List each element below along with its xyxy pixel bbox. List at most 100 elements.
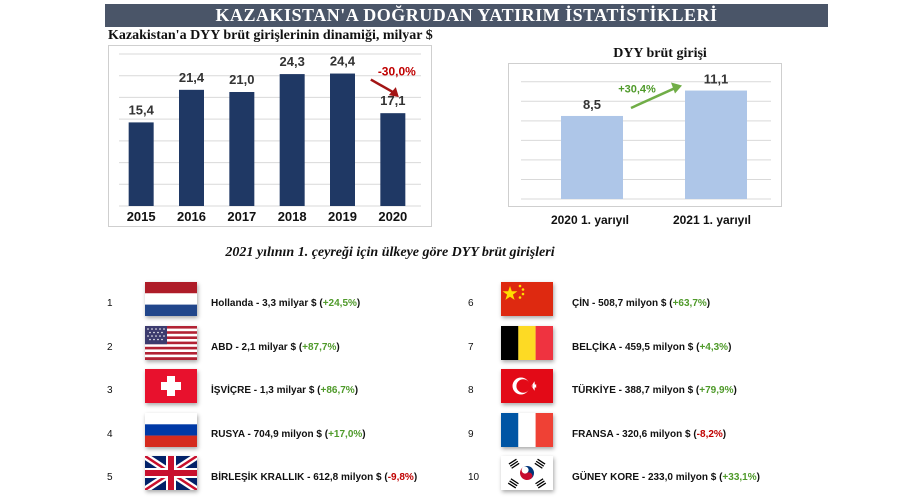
- country-rank: 9: [468, 428, 474, 440]
- right-chart-panel: 8,5 11,1 +30,4%: [508, 63, 782, 207]
- data-label: 17,1: [380, 93, 405, 108]
- right-chart-x-axis: 2020 1. yarıyıl 2021 1. yarıyıl: [551, 213, 751, 227]
- country-rank: 2: [107, 341, 113, 353]
- x-tick-label: 2020 1. yarıyıl: [551, 213, 629, 227]
- bar: [561, 115, 623, 199]
- usa-flag-icon: [145, 325, 197, 360]
- close-paren: ): [728, 341, 732, 353]
- country-row: 4 RUSYA - 704,9 milyon $ (+17,0%): [107, 412, 467, 457]
- country-label: BELÇİKA - 459,5 milyon $ (+4,3%): [572, 342, 731, 353]
- change-percent: +63,7%: [672, 298, 707, 309]
- close-paren: ): [354, 385, 359, 396]
- belgium-flag-icon: [501, 325, 553, 360]
- china-flag-icon: [501, 282, 553, 316]
- x-tick-label: 2015: [127, 209, 156, 224]
- left-bar-chart: 15,4 21,4 21,0 24,3 24,4 17,1 -30,0% 2015 2016 20…: [119, 53, 421, 224]
- country-rank: 6: [468, 298, 474, 309]
- data-label: 24,4: [330, 54, 356, 69]
- data-label: 15,4: [129, 102, 155, 117]
- change-percent: +33,1%: [722, 472, 757, 483]
- data-label: 21,0: [229, 72, 254, 87]
- x-tick-label: 2017: [227, 209, 256, 224]
- country-rank: 5: [107, 472, 113, 483]
- close-paren: ): [706, 298, 711, 309]
- country-name-value: Hollanda - 3,3 milyar $ (: [211, 298, 323, 309]
- countries-section-title: 2021 yılının 1. çeyreği için ülkeye göre…: [225, 245, 555, 260]
- russia-flag-icon: [145, 412, 197, 447]
- data-label: 8,5: [583, 97, 601, 112]
- country-label: ABD - 2,1 milyar $ (+87,7%): [211, 342, 340, 353]
- close-paren: ): [356, 298, 361, 309]
- country-name-value: FRANSA - 320,6 milyon $ (: [572, 428, 697, 440]
- change-percent: +4,3%: [699, 341, 729, 353]
- growth-arrow-head: [671, 82, 682, 94]
- country-rank: 4: [107, 428, 113, 440]
- country-label: İŞVİÇRE - 1,3 milyar $ (+86,7%): [211, 385, 358, 396]
- decline-arrow-head: [388, 87, 399, 98]
- country-name-value: İŞVİÇRE - 1,3 milyar $ (: [211, 385, 321, 396]
- uk-flag-icon: [145, 456, 197, 490]
- country-label: TÜRKİYE - 388,7 milyon $ (+79,9%): [572, 385, 737, 396]
- bar: [279, 74, 305, 206]
- country-row: 5 BİRLEŞİK KRALLIK - 612,8 milyon $ (-9,8…: [107, 456, 467, 500]
- growth-arrow: [630, 87, 675, 110]
- country-name-value: BİRLEŞİK KRALLIK - 612,8 milyon $ (: [211, 472, 388, 483]
- country-label: BİRLEŞİK KRALLIK - 612,8 milyon $ (-9,8%…: [211, 472, 417, 483]
- close-paren: ): [336, 341, 340, 353]
- change-annotation: -30,0%: [378, 65, 416, 79]
- country-row: 2 ABD - 2,1 milyar $ (+87,7%): [107, 325, 467, 370]
- country-label: GÜNEY KORE - 233,0 milyon $ (+33,1%): [572, 472, 760, 483]
- country-rank: 10: [468, 472, 480, 483]
- netherlands-flag-icon: [145, 282, 197, 316]
- bar: [128, 122, 154, 206]
- close-paren: ): [413, 472, 418, 483]
- country-rank: 1: [107, 298, 113, 309]
- x-tick-label: 2020: [378, 209, 407, 224]
- turkey-flag-icon: [501, 369, 553, 403]
- country-row: 9 FRANSA - 320,6 milyon $ (-8,2%): [468, 412, 828, 457]
- country-name-value: BELÇİKA - 459,5 milyon $ (: [572, 341, 700, 353]
- country-row: 10 GÜNEY KORE - 233,0 milyon $ (+33,1%): [468, 456, 828, 500]
- banner-title: KAZAKISTAN'A DOĞRUDAN YATIRIM İSTATİSTİK…: [105, 4, 828, 27]
- close-paren: ): [362, 428, 366, 440]
- left-chart-panel: 15,4 21,4 21,0 24,3 24,4 17,1 -30,0% 2015 2016 20…: [108, 45, 432, 227]
- x-tick-label: 2019: [328, 209, 357, 224]
- country-rank: 8: [468, 385, 474, 396]
- france-flag-icon: [501, 412, 553, 447]
- change-percent: +86,7%: [320, 385, 355, 396]
- change-percent: +87,7%: [302, 341, 337, 353]
- country-name-value: TÜRKİYE - 388,7 milyon $ (: [572, 385, 700, 396]
- change-annotation: +30,4%: [618, 84, 656, 96]
- data-label: 21,4: [179, 70, 205, 85]
- close-paren: ): [756, 472, 760, 483]
- country-label: ÇİN - 508,7 milyon $ (+63,7%): [572, 298, 710, 309]
- country-label: FRANSA - 320,6 milyon $ (-8,2%): [572, 429, 726, 440]
- country-name-value: RUSYA - 704,9 milyon $ (: [211, 428, 329, 440]
- change-percent: +24,5%: [322, 298, 357, 309]
- x-tick-label: 2021 1. yarıyıl: [673, 213, 751, 227]
- country-name-value: ABD - 2,1 milyar $ (: [211, 341, 303, 353]
- bar: [330, 73, 355, 207]
- bar: [179, 89, 204, 206]
- bar: [229, 92, 255, 206]
- south-korea-flag-icon: [501, 456, 553, 490]
- country-row: 1 Hollanda - 3,3 milyar $ (+24,5%): [107, 282, 467, 326]
- bar: [685, 90, 747, 199]
- country-rank: 7: [468, 341, 474, 353]
- switzerland-flag-icon: [145, 369, 197, 403]
- right-bar-chart: 8,5 11,1 +30,4%: [521, 72, 771, 200]
- decline-arrow: [370, 78, 396, 95]
- country-row: 3 İŞVİÇRE - 1,3 milyar $ (+86,7%): [107, 369, 467, 413]
- country-row: 7 BELÇİKA - 459,5 milyon $ (+4,3%): [468, 325, 828, 370]
- close-paren: ): [722, 428, 727, 440]
- x-tick-label: 2016: [177, 209, 206, 224]
- right-chart-title: DYY brüt girişi: [613, 46, 707, 61]
- change-percent: -8,2%: [696, 428, 723, 440]
- left-chart-title: Kazakistan'a DYY brüt girişlerinin dinam…: [108, 28, 433, 43]
- data-label: 11,1: [704, 72, 729, 87]
- country-label: Hollanda - 3,3 milyar $ (+24,5%): [211, 298, 360, 309]
- change-percent: +79,9%: [699, 385, 734, 396]
- change-percent: -9,8%: [387, 472, 414, 483]
- country-row: 8 TÜRKİYE - 388,7 milyon $ (+79,9%): [468, 369, 828, 413]
- data-label: 24,3: [280, 54, 305, 69]
